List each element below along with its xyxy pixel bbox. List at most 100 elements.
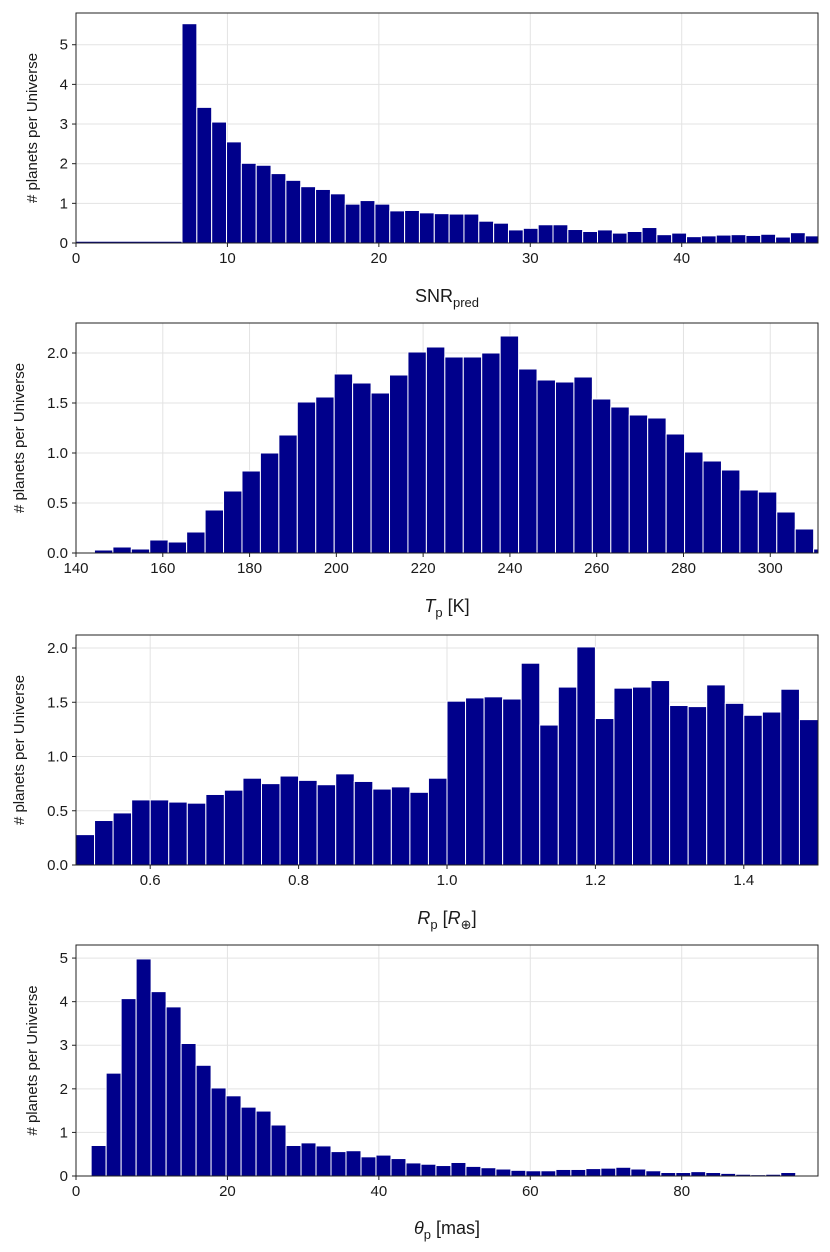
bar — [794, 528, 815, 554]
bar — [205, 793, 225, 866]
bar — [739, 489, 759, 554]
x-tick-label: 260 — [584, 560, 609, 577]
bar — [757, 491, 778, 554]
x-tick-label: 180 — [237, 560, 262, 577]
bar — [813, 548, 819, 554]
bar — [389, 210, 406, 244]
bar — [352, 382, 372, 554]
bar — [105, 1072, 122, 1177]
bar — [130, 548, 151, 554]
bar — [315, 188, 331, 244]
bar — [370, 392, 391, 554]
y-tick-label: 5 — [60, 37, 68, 54]
bar — [390, 786, 411, 866]
bar — [181, 23, 198, 244]
bar — [433, 213, 450, 244]
bar — [210, 1087, 227, 1177]
bar — [344, 203, 361, 244]
bar — [675, 1172, 692, 1177]
y-tick-label: 0.5 — [47, 495, 68, 512]
x-title-main: T — [424, 596, 437, 616]
bar — [611, 232, 628, 244]
bar — [706, 684, 726, 866]
bar — [656, 234, 673, 244]
bar — [135, 958, 152, 1177]
x-title-end: ] — [472, 908, 477, 928]
bar — [493, 222, 509, 244]
bar — [760, 233, 777, 244]
x-axis-title: θp [mas] — [414, 1218, 480, 1242]
y-tick-label: 4 — [60, 76, 68, 93]
bar — [315, 396, 335, 554]
y-tick-label: 1.5 — [47, 694, 68, 711]
bar — [632, 686, 652, 866]
bar — [223, 789, 244, 866]
bar — [684, 451, 704, 554]
bar — [420, 1163, 437, 1177]
bar — [195, 1064, 212, 1177]
bar — [261, 783, 281, 866]
bar — [557, 686, 578, 866]
bar — [360, 1156, 377, 1177]
y-tick-label: 3 — [60, 116, 68, 133]
bar — [576, 646, 596, 866]
x-tick-label: 140 — [63, 560, 88, 577]
x-title-subscript: p — [430, 917, 437, 932]
bar — [536, 379, 556, 554]
x-tick-label: 20 — [219, 1183, 236, 1200]
bar — [518, 368, 538, 554]
bar — [240, 1106, 257, 1177]
bar — [131, 799, 151, 866]
x-axis-title: SNRpred — [415, 286, 479, 310]
bar — [446, 700, 467, 866]
bar — [671, 232, 688, 244]
plot-frame — [75, 944, 819, 1177]
x-tick-label: 300 — [758, 560, 783, 577]
panel-1: 0 10 20 30 40 0 1 2 3 4 5 # planets per Universe SNR… — [24, 12, 819, 310]
y-tick-label: 2 — [60, 1081, 68, 1098]
bar — [285, 179, 302, 244]
bar — [610, 406, 630, 554]
bar — [495, 1168, 512, 1177]
bar — [418, 212, 435, 244]
bar — [573, 376, 593, 554]
bar — [204, 509, 225, 554]
bar — [300, 1142, 317, 1177]
x-title-unit: R — [448, 908, 461, 928]
bar — [465, 697, 485, 866]
x-tick-label: 220 — [411, 560, 436, 577]
y-tick-label: 0.5 — [47, 803, 68, 820]
x-axis-title: Tp [K] — [424, 596, 469, 620]
bar — [645, 1170, 662, 1177]
bar — [570, 1168, 587, 1177]
bar — [389, 374, 409, 554]
bar — [270, 1124, 287, 1177]
bar — [780, 688, 800, 866]
bar — [186, 531, 206, 554]
y-axis-title: # planets per Universe — [11, 363, 28, 513]
bar — [223, 490, 243, 554]
bar — [225, 1095, 242, 1177]
bar — [537, 224, 554, 244]
y-axis-title: # planets per Universe — [11, 675, 28, 825]
x-title-subscript: p — [435, 605, 442, 620]
x-axis-title: Rp [R⊕] — [417, 908, 476, 932]
plot-frame — [75, 322, 819, 554]
bar — [270, 173, 287, 244]
bar — [196, 106, 213, 244]
x-tick-label: 280 — [671, 560, 696, 577]
bar — [149, 799, 170, 866]
panel-4: 0 20 40 60 80 0 1 2 3 4 5 # planets per Universe θp … — [24, 944, 819, 1242]
y-axis-title: # planets per Universe — [24, 985, 41, 1135]
x-title-subscript: p — [424, 1227, 431, 1242]
y-tick-label: 0 — [60, 1168, 68, 1185]
x-title-subscript: pred — [453, 295, 479, 310]
y-tick-label: 1.5 — [47, 395, 68, 412]
bar — [594, 718, 615, 866]
x-tick-label: 10 — [219, 250, 236, 267]
bar — [552, 224, 569, 244]
bar — [761, 711, 782, 866]
bar — [186, 802, 207, 866]
bar — [165, 1006, 182, 1177]
